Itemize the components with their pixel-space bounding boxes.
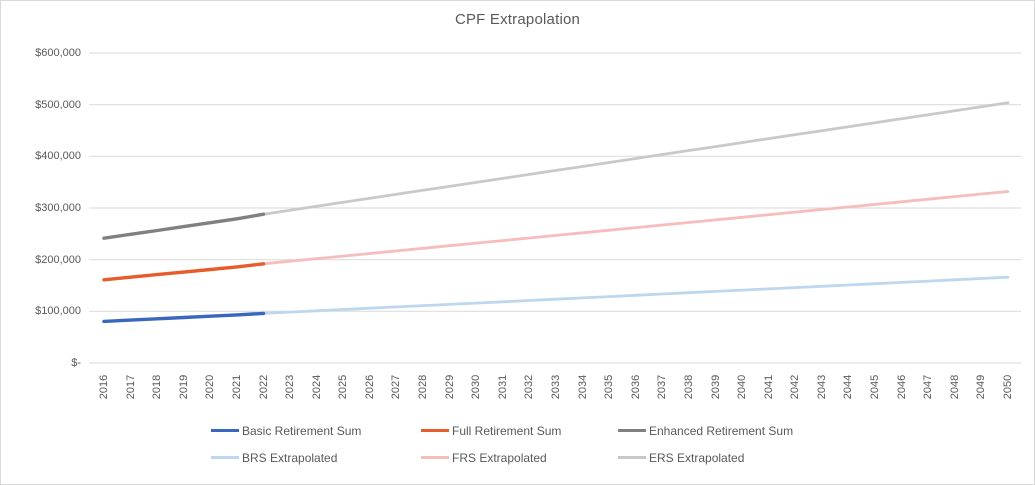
x-tick-label: 2040 — [736, 374, 749, 400]
x-tick-label: 2018 — [151, 374, 164, 400]
y-tick-label: $200,000 — [35, 253, 81, 266]
series-line-ers-extrapolated[interactable] — [262, 101, 1010, 216]
x-tick-label: 2038 — [682, 374, 695, 400]
x-tick-label: 2028 — [417, 374, 430, 400]
x-tick-label: 2031 — [496, 374, 509, 400]
legend-item-ers-extrapolated[interactable]: ERS Extrapolated — [618, 451, 793, 465]
x-tick-label: 2021 — [230, 374, 243, 400]
series-line-enhanced-retirement-sum[interactable] — [102, 212, 266, 240]
y-tick-label: $- — [71, 357, 81, 369]
legend-label: Basic Retirement Sum — [242, 423, 362, 438]
x-tick-label: 2025 — [337, 374, 350, 400]
legend-item-enhanced-retirement-sum[interactable]: Enhanced Retirement Sum — [618, 424, 793, 438]
legend-item-basic-retirement-sum[interactable]: Basic Retirement Sum — [211, 424, 421, 438]
chart-title: CPF Extrapolation — [454, 11, 581, 28]
legend-swatch-ers-extrapolated — [618, 456, 646, 459]
series-line-frs-extrapolated[interactable] — [262, 190, 1010, 266]
x-tick-label: 2035 — [603, 374, 616, 400]
x-tick-label: 2042 — [789, 374, 802, 400]
x-tick-label: 2041 — [762, 374, 775, 400]
x-tick-label: 2050 — [1001, 374, 1014, 400]
x-tick-label: 2032 — [523, 374, 536, 400]
x-tick-label: 2016 — [98, 374, 110, 400]
x-tick-label: 2044 — [842, 374, 855, 400]
x-tick-label: 2047 — [922, 374, 935, 400]
x-tick-label: 2033 — [549, 374, 562, 400]
x-tick-label: 2039 — [709, 374, 722, 400]
y-tick-label: $100,000 — [35, 305, 81, 318]
x-tick-label: 2036 — [629, 374, 642, 400]
x-tick-label: 2027 — [390, 374, 403, 400]
y-tick-label: $300,000 — [35, 202, 81, 214]
legend-label: ERS Extrapolated — [649, 450, 745, 465]
legend-label: BRS Extrapolated — [242, 450, 338, 465]
y-tick-label: $500,000 — [35, 98, 81, 111]
x-tick-label: 2049 — [975, 374, 988, 400]
x-tick-label: 2024 — [310, 374, 323, 400]
y-tick-label: $600,000 — [35, 47, 81, 59]
legend-item-full-retirement-sum[interactable]: Full Retirement Sum — [421, 424, 618, 438]
gridlines — [89, 52, 1021, 364]
series-line-brs-extrapolated[interactable] — [262, 275, 1010, 315]
legend-label: Full Retirement Sum — [452, 423, 562, 438]
x-tick-label: 2023 — [284, 374, 297, 400]
x-tick-label: 2045 — [869, 374, 882, 400]
x-tick-label: 2017 — [124, 374, 137, 400]
x-tick-label: 2046 — [895, 374, 908, 400]
legend-swatch-basic-retirement-sum — [211, 429, 239, 432]
x-tick-label: 2020 — [204, 374, 217, 400]
series-line-basic-retirement-sum[interactable] — [102, 311, 266, 324]
x-tick-label: 2029 — [443, 374, 456, 400]
x-tick-label: 2034 — [576, 374, 589, 400]
x-tick-label: 2043 — [815, 374, 828, 400]
legend-swatch-full-retirement-sum — [421, 429, 449, 432]
legend-label: FRS Extrapolated — [452, 450, 547, 465]
legend-item-frs-extrapolated[interactable]: FRS Extrapolated — [421, 451, 618, 465]
y-tick-label: $400,000 — [35, 150, 81, 163]
legend-swatch-brs-extrapolated — [211, 456, 239, 459]
x-tick-label: 2048 — [948, 374, 961, 400]
x-tick-label: 2022 — [257, 374, 270, 400]
legend-label: Enhanced Retirement Sum — [649, 423, 794, 438]
x-tick-label: 2026 — [363, 374, 376, 400]
legend-swatch-enhanced-retirement-sum — [618, 429, 646, 432]
x-tick-label: 2030 — [470, 374, 483, 400]
legend-item-brs-extrapolated[interactable]: BRS Extrapolated — [211, 451, 421, 465]
series-lines — [102, 101, 1010, 324]
x-tick-label: 2019 — [177, 374, 190, 400]
series-line-full-retirement-sum[interactable] — [102, 262, 266, 282]
x-tick-label: 2037 — [656, 374, 669, 400]
legend-swatch-frs-extrapolated — [421, 456, 449, 459]
chart-legend: Basic Retirement Sum Full Retirement Sum E… — [211, 417, 793, 471]
